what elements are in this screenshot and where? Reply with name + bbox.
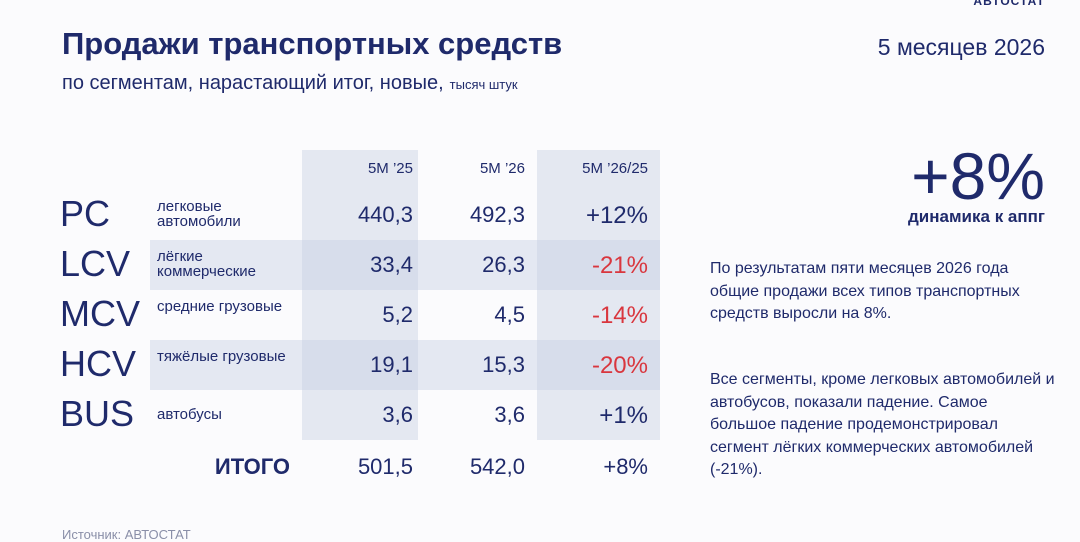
cell-value: -20% xyxy=(591,352,648,379)
logo: АВТОСТАТ xyxy=(973,0,1045,8)
cell-value: 3,6 xyxy=(494,402,525,427)
cell-value: +12% xyxy=(585,202,648,229)
total-value: 501,5 xyxy=(357,454,413,479)
segment-code: LCV xyxy=(60,243,131,284)
column-band xyxy=(537,150,660,440)
table: 5М ’25 5М ’26 5М ’26/25 PC легковые автомоби… xyxy=(55,150,665,490)
paragraph: Все сегменты, кроме легковых автомобилей… xyxy=(710,371,1055,478)
column-header: 5М ’26/25 xyxy=(582,160,648,177)
period: 5 месяцев 2026 xyxy=(877,34,1045,60)
title: Продажи транспортных средств xyxy=(62,26,563,61)
segment-code: BUS xyxy=(60,393,135,434)
segment-code: PC xyxy=(60,193,111,234)
cell-value: 26,3 xyxy=(482,252,525,277)
segment-name: автобусы xyxy=(157,406,222,423)
segment-name: лёгкие коммерческие xyxy=(157,248,256,280)
segment-name: тяжёлые грузовые xyxy=(157,348,286,365)
highlight-label: динамика к аппг xyxy=(908,207,1045,226)
segment-name: средние грузовые xyxy=(157,298,283,315)
column-header: 5М ’26 xyxy=(479,160,525,177)
total-value: +8% xyxy=(603,454,648,479)
subtitle-text: по сегментам, нарастающий итог, новые, xyxy=(62,72,444,94)
highlight-value: +8% xyxy=(911,139,1045,213)
cell-value: -14% xyxy=(591,302,648,329)
segment-code: MCV xyxy=(60,293,140,334)
paragraph: По результатам пяти месяцев 2026 года об… xyxy=(710,260,1020,322)
total-label: ИТОГО xyxy=(214,454,290,479)
subtitle: по сегментам, нарастающий итог, новые, ты… xyxy=(62,72,518,95)
cell-value: 440,3 xyxy=(357,202,413,227)
row-band xyxy=(150,240,660,290)
cell-value: 33,4 xyxy=(370,252,413,277)
column-header: 5М ’25 xyxy=(367,160,413,177)
row-band xyxy=(150,340,660,390)
column-band xyxy=(302,150,418,440)
cell-value: 15,3 xyxy=(482,352,525,377)
segment-name: легковые автомобили xyxy=(157,198,241,230)
total-value: 542,0 xyxy=(469,454,525,479)
segment-code: HCV xyxy=(60,343,137,384)
unit: тысяч штук xyxy=(449,77,518,92)
cell-value: 3,6 xyxy=(382,402,413,427)
cell-value: -21% xyxy=(591,252,648,279)
cell-value: 4,5 xyxy=(494,302,525,327)
source: Источник: АВТОСТАТ xyxy=(62,527,191,542)
cell-value: 19,1 xyxy=(370,352,413,377)
cell-value: 5,2 xyxy=(382,302,413,327)
cell-value: 492,3 xyxy=(469,202,525,227)
cell-value: +1% xyxy=(599,402,648,429)
